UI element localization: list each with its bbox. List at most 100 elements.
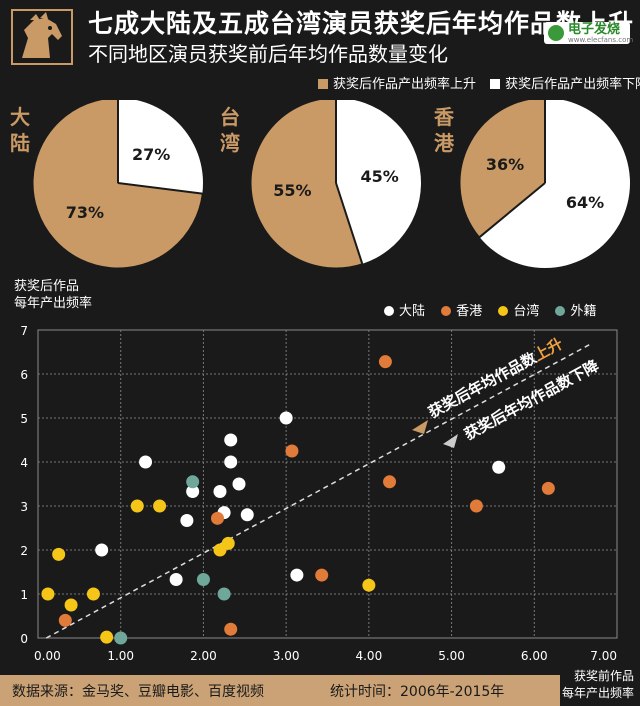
data-point	[362, 578, 376, 592]
pie-divider	[335, 182, 364, 265]
watermark-icon	[548, 25, 564, 41]
pie-label-up: 36%	[486, 155, 524, 174]
pie-divider	[478, 182, 546, 238]
watermark-name: 电子发烧	[568, 22, 621, 37]
y-tick-label: 7	[20, 324, 28, 338]
x-tick-label: 4.00	[355, 649, 382, 663]
data-point	[186, 484, 200, 498]
legend-foreign: 外籍	[555, 300, 596, 319]
x-tick-label: 6.00	[521, 649, 548, 663]
pie-slice-up	[32, 100, 203, 269]
legend-hongkong: 香港	[441, 300, 482, 319]
y-tick-label: 3	[20, 500, 28, 514]
stat-period: 统计时间：2006年-2015年	[330, 684, 505, 700]
pie-slice-down	[336, 100, 421, 264]
y-tick-label: 0	[20, 632, 28, 646]
region-char: 陆	[10, 131, 30, 155]
data-point	[64, 598, 78, 612]
pie-charts: 27% 73% 45% 55% 64% 36%	[32, 100, 630, 269]
data-point	[153, 499, 167, 513]
data-point	[383, 475, 397, 489]
data-point	[86, 587, 100, 601]
pie-slice-up	[459, 100, 546, 238]
legend-label: 外籍	[570, 304, 597, 319]
data-point	[240, 508, 254, 522]
legend-taiwan: 台湾	[498, 300, 539, 319]
pie-label-up: 55%	[273, 181, 311, 200]
legend-label: 大陆	[399, 304, 426, 319]
pie-legend-up-label: 获奖后作品产出频率上升	[333, 77, 477, 92]
region-label-mainland: 大 陆	[8, 104, 32, 156]
data-point	[114, 631, 128, 645]
data-point	[221, 536, 235, 550]
data-point	[232, 477, 246, 491]
y-axis-title: 获奖后作品 每年产出频率	[14, 278, 92, 312]
legend-label: 台湾	[513, 304, 540, 319]
pie-legend-up-swatch	[318, 79, 328, 89]
legend-mainland: 大陆	[384, 300, 425, 319]
x-axis-title-line: 获奖前作品	[573, 669, 634, 683]
watermark: 电子发烧 www.elecfans.com	[544, 22, 634, 44]
region-char: 台	[220, 105, 240, 129]
data-point	[130, 499, 144, 513]
header: 七成大陆及五成台湾演员获奖后年均作品数上升 不同地区演员获奖前后年均作品数量变化…	[0, 0, 640, 70]
pie-label-up: 73%	[66, 203, 104, 222]
footer: 数据来源：金马奖、豆瓣电影、百度视频 统计时间：2006年-2015年	[0, 675, 560, 706]
data-point	[224, 455, 238, 469]
data-point	[100, 630, 114, 644]
data-point	[52, 547, 66, 561]
pie-slice-down	[118, 100, 203, 194]
data-source: 数据来源：金马奖、豆瓣电影、百度视频	[12, 684, 264, 700]
pie-divider	[117, 182, 203, 195]
legend-dot	[498, 306, 509, 316]
data-point	[95, 543, 109, 557]
legend-dot	[441, 306, 452, 316]
data-point	[169, 572, 183, 586]
legend-dot	[555, 306, 566, 316]
data-point	[541, 481, 555, 495]
data-point	[217, 587, 231, 601]
data-point	[210, 511, 224, 525]
pie-legend: 获奖后作品产出频率上升 获奖后作品产出频率下降	[318, 73, 640, 92]
y-tick-label: 4	[20, 456, 28, 470]
pie-legend-down-label: 获奖后作品产出频率下降	[505, 77, 640, 92]
pie-label-down: 64%	[566, 193, 604, 212]
y-tick-label: 6	[20, 368, 28, 382]
y-tick-label: 2	[20, 544, 28, 558]
data-point	[315, 568, 329, 582]
y-axis-title-line: 获奖后作品	[14, 279, 80, 294]
scatter-legend: 大陆 香港 台湾 外籍	[384, 300, 608, 319]
y-tick-label: 5	[20, 412, 28, 426]
x-tick-label: 0.00	[34, 649, 61, 663]
data-point	[224, 433, 238, 447]
region-char: 大	[10, 105, 30, 129]
arrow-up-icon	[412, 420, 428, 434]
arrow-down-icon	[443, 434, 458, 448]
legend-label: 香港	[456, 304, 483, 319]
x-tick-label: 7.00	[590, 649, 617, 663]
region-label-hongkong: 香 港	[432, 104, 456, 156]
data-point	[290, 568, 304, 582]
x-axis-title-line: 每年产出频率	[561, 686, 634, 700]
y-axis-title-line: 每年产出频率	[14, 296, 93, 311]
region-char: 香	[434, 105, 454, 129]
pie-legend-up: 获奖后作品产出频率上升	[318, 73, 476, 92]
x-tick-label: 1.00	[107, 649, 134, 663]
x-tick-label: 2.00	[190, 649, 217, 663]
data-point	[213, 484, 227, 498]
data-point	[378, 355, 392, 369]
region-char: 湾	[220, 131, 240, 155]
pie-label-down: 45%	[361, 167, 399, 186]
data-point	[180, 514, 194, 528]
watermark-url: www.elecfans.com	[568, 36, 634, 44]
data-point	[58, 613, 72, 627]
pie-slice-up	[250, 100, 363, 269]
data-point	[139, 455, 153, 469]
horse-logo-icon	[11, 9, 73, 65]
pie-label-down: 27%	[132, 145, 170, 164]
x-tick-label: 5.00	[438, 649, 465, 663]
y-tick-label: 1	[20, 588, 28, 602]
legend-dot	[384, 306, 394, 316]
x-axis-title: 获奖前作品 每年产出频率	[556, 668, 634, 702]
